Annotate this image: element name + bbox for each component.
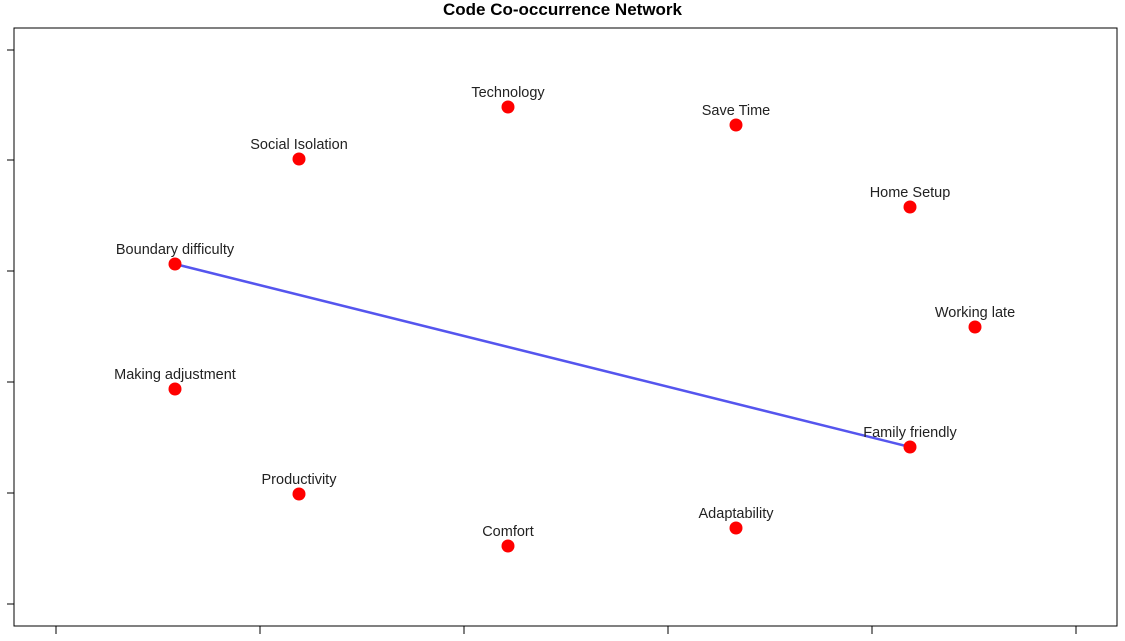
node-marker xyxy=(729,118,743,132)
node-marker xyxy=(501,539,515,553)
node-marker xyxy=(292,152,306,166)
node-label: Family friendly xyxy=(863,425,957,441)
edge-boundary-difficulty-family-friendly xyxy=(174,262,911,449)
chart-title: Code Co-occurrence Network xyxy=(443,0,682,19)
node-label: Boundary difficulty xyxy=(116,242,235,258)
node-marker xyxy=(729,521,743,535)
y-axis xyxy=(7,49,14,605)
node-marker xyxy=(501,100,515,114)
plot-frame xyxy=(13,27,1118,627)
node-label: Comfort xyxy=(482,524,534,540)
node-productivity: Productivity xyxy=(262,472,338,501)
node-label: Save Time xyxy=(702,103,771,119)
node-marker xyxy=(168,382,182,396)
node-marker xyxy=(903,200,917,214)
node-save-time: Save Time xyxy=(702,103,771,132)
node-marker xyxy=(292,487,306,501)
node-technology: Technology xyxy=(471,85,545,114)
node-social-isolation: Social Isolation xyxy=(250,137,348,166)
node-label: Social Isolation xyxy=(250,137,348,153)
node-adaptability: Adaptability xyxy=(699,506,775,535)
node-working-late: Working late xyxy=(935,305,1015,334)
node-label: Working late xyxy=(935,305,1015,321)
node-marker xyxy=(168,257,182,271)
node-marker xyxy=(903,440,917,454)
edges-layer xyxy=(174,262,911,449)
node-making-adjustment: Making adjustment xyxy=(114,367,236,396)
node-marker xyxy=(968,320,982,334)
x-axis xyxy=(55,626,1077,634)
node-comfort: Comfort xyxy=(482,524,534,553)
node-label: Adaptability xyxy=(699,506,775,522)
node-label: Making adjustment xyxy=(114,367,236,383)
node-label: Technology xyxy=(471,85,545,101)
node-boundary-difficulty: Boundary difficulty xyxy=(116,242,235,271)
node-label: Productivity xyxy=(262,472,338,488)
nodes-layer: Technology Save Time Social Isolation Home … xyxy=(114,85,1015,553)
node-family-friendly: Family friendly xyxy=(863,425,957,454)
node-label: Home Setup xyxy=(870,185,951,201)
node-home-setup: Home Setup xyxy=(870,185,951,214)
